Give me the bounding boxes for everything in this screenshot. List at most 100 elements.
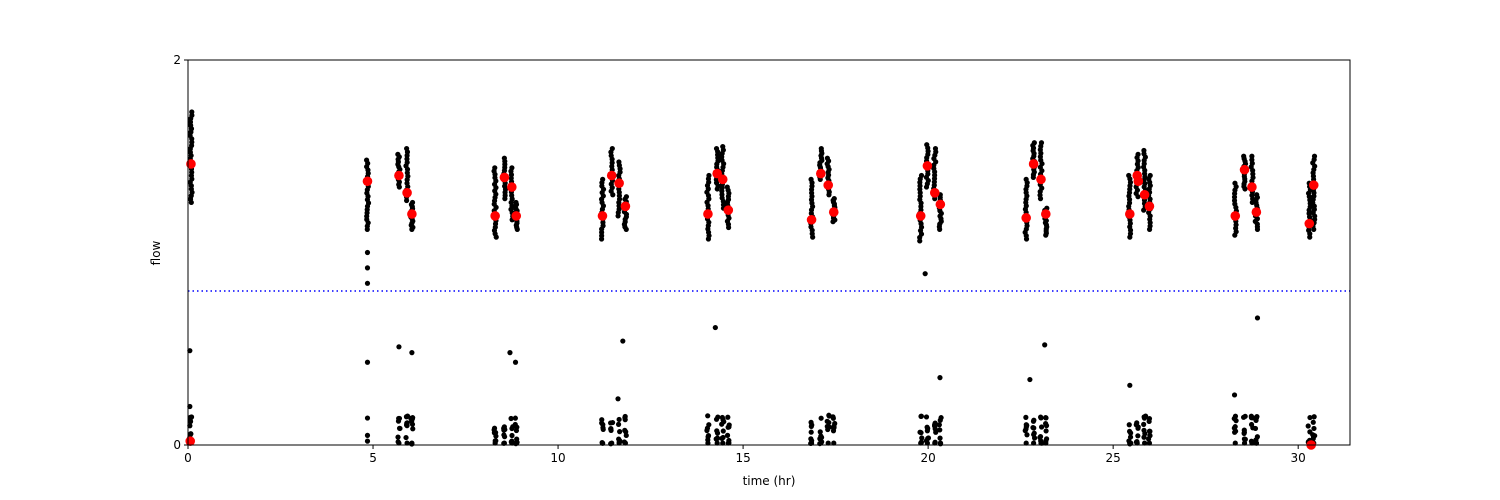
mean-point (929, 188, 940, 198)
mean-point (511, 211, 522, 221)
mean-point (606, 170, 617, 181)
raw-point-outlier (1231, 392, 1238, 398)
raw-point-low (1037, 434, 1043, 441)
raw-point-low (396, 440, 402, 446)
raw-point-low (1022, 428, 1028, 434)
raw-point-low (932, 440, 938, 446)
x-tick-label: 15 (735, 451, 750, 465)
raw-point-low (1031, 440, 1037, 446)
raw-point-low (1146, 418, 1152, 425)
mean-point (1021, 213, 1031, 223)
raw-point (831, 196, 837, 202)
mean-point (362, 176, 373, 187)
raw-point-low (714, 440, 720, 446)
raw-point-low (1142, 431, 1148, 437)
raw-point-low (403, 434, 409, 441)
y-tick-label: 0 (173, 438, 181, 452)
raw-point (1038, 140, 1045, 146)
raw-point-low (824, 418, 830, 424)
raw-point-low (818, 440, 824, 446)
mean-point (1139, 189, 1150, 200)
x-tick-label: 20 (920, 451, 935, 465)
raw-point-low (809, 422, 815, 428)
raw-point-low (724, 432, 731, 438)
raw-point-low (622, 440, 629, 446)
raw-point-low (720, 434, 726, 441)
raw-point-low (599, 440, 606, 446)
x-tick-label: 10 (550, 451, 565, 465)
mean-point (1304, 218, 1315, 229)
raw-point-low (1311, 425, 1317, 432)
raw-point-low (395, 418, 402, 424)
mean-point (915, 211, 926, 221)
raw-point-outlier (1254, 315, 1261, 321)
raw-point-low (720, 417, 726, 423)
raw-point-low (608, 427, 614, 433)
raw-point-low (725, 440, 731, 446)
raw-point-outlier (712, 324, 718, 331)
mean-point (1239, 164, 1250, 175)
raw-point-low (491, 425, 498, 431)
raw-point-low (1253, 440, 1259, 446)
raw-point-low (725, 414, 731, 420)
mean-point (1308, 180, 1319, 190)
raw-point-outlier (507, 350, 513, 356)
raw-point-low (1232, 413, 1239, 419)
raw-point-low (397, 425, 403, 432)
raw-point-low (1039, 424, 1045, 430)
raw-point-outlier (1042, 342, 1048, 348)
y-tick-label: 2 (173, 53, 181, 67)
mean-point (407, 209, 417, 219)
raw-point (1232, 180, 1238, 186)
raw-point-low (925, 435, 931, 442)
raw-point (1311, 153, 1318, 159)
raw-point-low (1305, 423, 1311, 429)
x-tick-label: 30 (1291, 451, 1306, 465)
raw-point-low (512, 415, 518, 421)
raw-point (1254, 192, 1260, 198)
raw-point (609, 145, 615, 152)
raw-point-low (1241, 440, 1248, 446)
raw-point-low (924, 428, 930, 434)
mean-point (620, 201, 631, 212)
raw-point-outlier (364, 249, 371, 256)
raw-point (616, 159, 622, 165)
raw-point-outlier (364, 415, 371, 421)
raw-point-low (408, 415, 414, 421)
raw-point-low (715, 414, 721, 420)
raw-point-low (831, 440, 837, 446)
mean-point (1036, 174, 1046, 185)
mean-point (186, 159, 196, 169)
mean-point (402, 188, 412, 198)
x-tick-label: 5 (369, 451, 377, 465)
raw-point (1141, 147, 1147, 154)
raw-point-low (919, 435, 925, 441)
raw-point-outlier (364, 432, 371, 438)
raw-point (1126, 172, 1132, 179)
raw-point-low (608, 420, 614, 426)
raw-point (1249, 153, 1255, 159)
mean-point (828, 207, 839, 217)
raw-point-low (599, 417, 605, 423)
raw-point-low (1024, 432, 1030, 438)
raw-point-low (705, 440, 711, 446)
raw-point (409, 199, 416, 206)
raw-point-low (937, 440, 943, 446)
raw-point-low (1038, 414, 1044, 420)
raw-point-low (1141, 421, 1147, 427)
raw-point (600, 176, 606, 182)
raw-point-low (817, 429, 823, 435)
plot-frame (187, 59, 1351, 446)
mean-point (816, 168, 826, 179)
raw-point-low (1126, 428, 1133, 435)
raw-point-low (1038, 440, 1044, 446)
y-axis-label: flow (149, 240, 163, 265)
ticks-layer: 0 5 10 15 20 25 30 0 2 (173, 53, 1305, 465)
raw-point (395, 151, 401, 157)
raw-point-outlier (187, 403, 193, 410)
mean-point (1133, 176, 1144, 187)
raw-point-low (1311, 414, 1317, 420)
raw-point-outlier (512, 359, 519, 365)
